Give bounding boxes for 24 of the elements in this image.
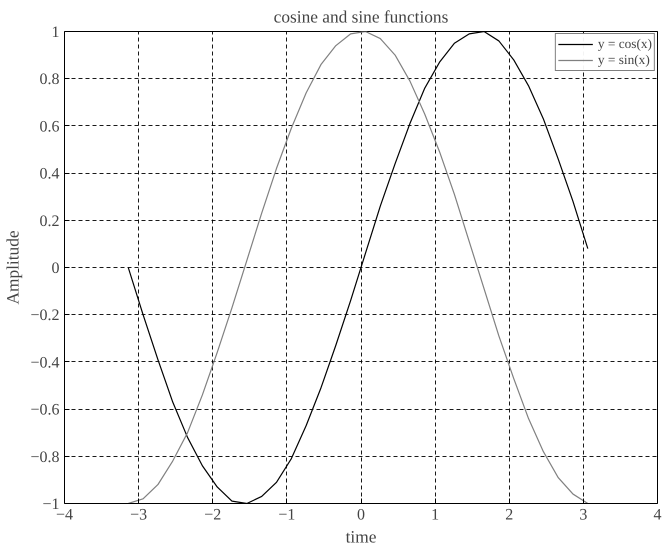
- legend-label: y = sin(x): [598, 52, 650, 68]
- x-tick-label: 1: [431, 506, 440, 524]
- y-tick-label: −0.6: [30, 402, 60, 419]
- x-tick-label: 0: [357, 506, 365, 524]
- y-tick-label: −0.2: [30, 307, 60, 324]
- y-tick-label: 0.2: [40, 212, 60, 230]
- x-tick-label: 3: [579, 506, 588, 524]
- y-tick-label: −0.4: [30, 354, 60, 372]
- y-tick-label: 0.6: [40, 118, 60, 136]
- y-tick-label: 0: [52, 260, 60, 277]
- x-tick-label: −1: [278, 506, 296, 524]
- legend-label: y = cos(x): [598, 36, 652, 52]
- x-axis-title: time: [346, 528, 377, 546]
- x-tick-label: 2: [505, 506, 514, 524]
- chart-title: cosine and sine functions: [274, 8, 449, 26]
- y-tick-label: 0.4: [40, 166, 60, 183]
- y-tick-label: −0.8: [30, 448, 60, 466]
- x-tick-label: 4: [654, 506, 662, 524]
- y-tick-label: 1: [52, 24, 60, 41]
- y-axis-title: Amplitude: [3, 230, 22, 305]
- y-tick-label: −1: [42, 496, 60, 513]
- x-tick-label: −2: [204, 506, 222, 524]
- y-tick-label: 0.8: [40, 71, 60, 88]
- x-tick-label: −3: [130, 506, 148, 524]
